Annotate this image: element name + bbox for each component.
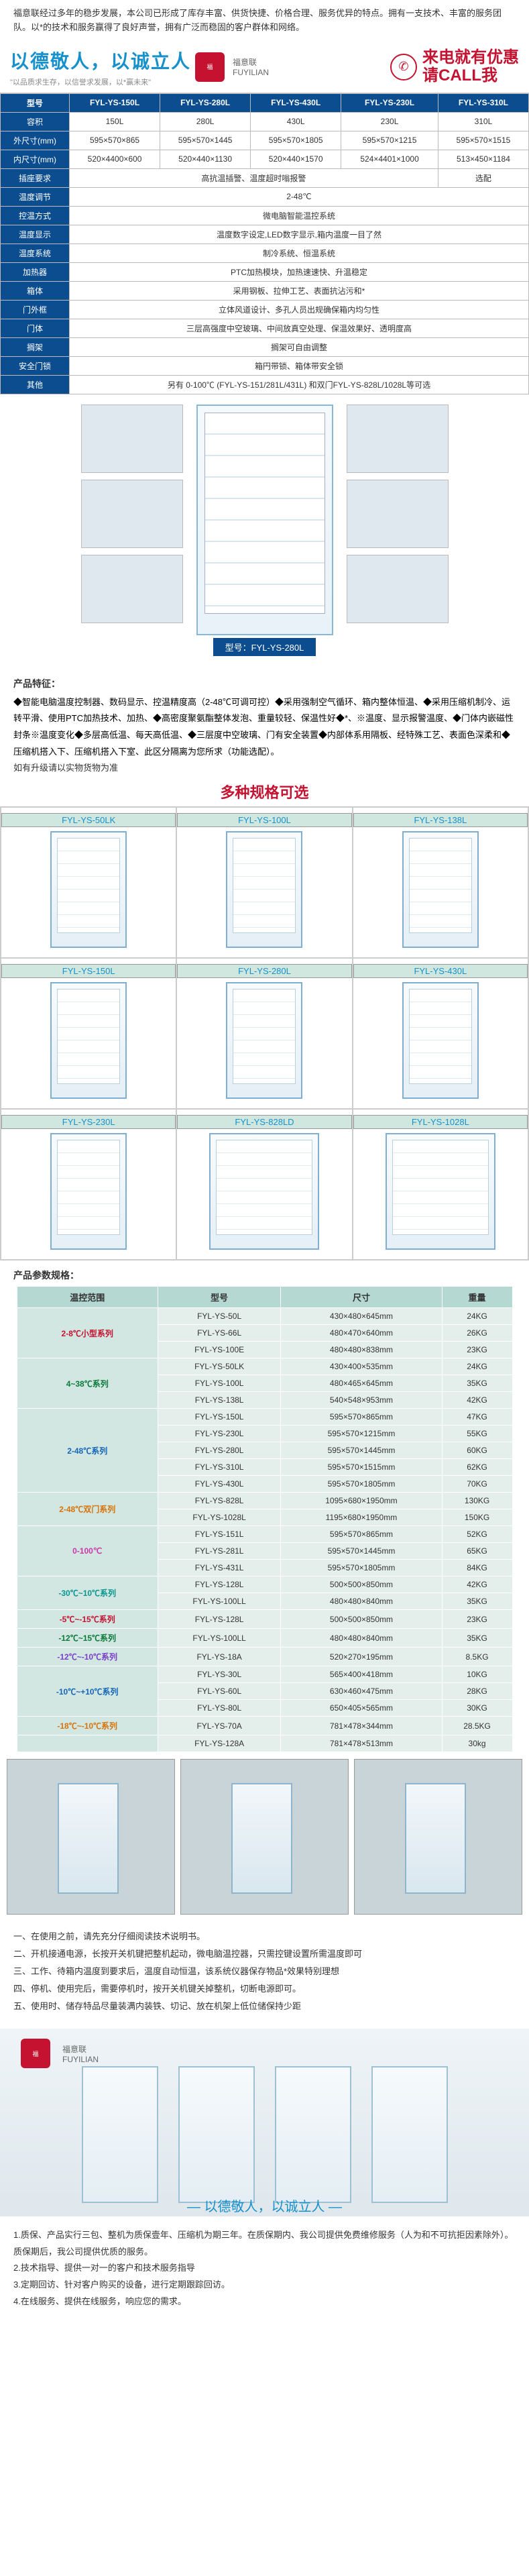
- footer-fridge: [275, 2066, 351, 2203]
- banner: 以德敬人，以诚立人 "以品质求生存，以信誉求发展，以*赢未来" 福 福意联 FU…: [0, 42, 529, 93]
- variant-cell: FYL-YS-828LD: [176, 1109, 352, 1260]
- scene-photo: [180, 1759, 349, 1915]
- features-list: ◆智能电脑温度控制器、数码显示、控温精度高（2-48℃可调可控）◆采用强制空气循…: [0, 694, 529, 761]
- hero-fridge: [196, 405, 333, 635]
- variant-cell: FYL-YS-230L: [1, 1109, 176, 1260]
- variant-cell: FYL-YS-280L: [176, 958, 352, 1109]
- hero-model-tag: 型号：FYL-YS-280L: [213, 638, 316, 656]
- detail-tile: [347, 480, 449, 548]
- service-list: 1.质保、产品实行三包、整机为质保壹年、压缩机为期三年。在质保期内、我公司提供免…: [0, 2223, 529, 2314]
- footer-brand-en: FUYILIAN: [62, 2055, 99, 2064]
- hero-section: 型号：FYL-YS-280L: [0, 394, 529, 669]
- call-text: 来电就有优惠 请CALL我: [422, 49, 519, 85]
- scene-photo: [7, 1759, 175, 1915]
- detail-tile: [81, 405, 183, 473]
- scene-photo: [354, 1759, 522, 1915]
- footer-fridge: [371, 2066, 448, 2203]
- variant-cell: FYL-YS-138L: [353, 807, 528, 958]
- scene-photos: [0, 1752, 529, 1921]
- detail-tile: [81, 555, 183, 623]
- features-note: 如有升级请以实物货物为准: [0, 760, 529, 777]
- variant-cell: FYL-YS-1028L: [353, 1109, 528, 1260]
- detail-tile: [347, 555, 449, 623]
- brand-cn: 福意联: [233, 56, 269, 68]
- variant-cell: FYL-YS-50LK: [1, 807, 176, 958]
- slogan: 以德敬人，以诚立人: [10, 47, 191, 74]
- variants-title: 多种规格可选: [0, 777, 529, 806]
- variant-cell: FYL-YS-150L: [1, 958, 176, 1109]
- spec-table: 型号FYL-YS-150LFYL-YS-280LFYL-YS-430LFYL-Y…: [0, 93, 529, 394]
- detail-tile: [81, 480, 183, 548]
- detail-tile: [347, 405, 449, 473]
- brand-logo: 福: [195, 52, 225, 82]
- variant-cell: FYL-YS-100L: [176, 807, 352, 958]
- footer-brand-cn: 福意联: [62, 2043, 99, 2055]
- phone-icon: ✆: [390, 54, 417, 80]
- footer-fridge: [82, 2066, 158, 2203]
- footer-slogan: — 以德敬人，以诚立人 —: [0, 2196, 529, 2215]
- param-title: 产品参数规格：: [13, 1269, 516, 1282]
- intro-text: 福意联经过多年的稳步发展，本公司已形成了库存丰富、供货快捷、价格合理、服务优异的…: [0, 0, 529, 42]
- footer-logo-icon: 福: [21, 2039, 50, 2068]
- variants-grid: FYL-YS-50LKFYL-YS-100LFYL-YS-138LFYL-YS-…: [0, 806, 529, 1260]
- brand-en: FUYILIAN: [233, 68, 269, 77]
- slogan-sub: "以品质求生存，以信誉求发展，以*赢未来": [10, 76, 191, 87]
- variant-cell: FYL-YS-430L: [353, 958, 528, 1109]
- features-title: 产品特征：: [13, 677, 516, 690]
- spec-header-row: 型号FYL-YS-150LFYL-YS-280LFYL-YS-430LFYL-Y…: [1, 93, 529, 112]
- footer-image: 福 福意联 FUYILIAN — 以德敬人，以诚立人 —: [0, 2029, 529, 2216]
- footer-fridge: [178, 2066, 255, 2203]
- usage-steps: 一、在使用之前，请先充分仔细阅读技术说明书。二、开机接通电源，长按开关机键把整机…: [0, 1921, 529, 2022]
- param-table: 温控范围型号尺寸重量 2-8℃小型系列FYL-YS-50L430×480×645…: [17, 1286, 513, 1752]
